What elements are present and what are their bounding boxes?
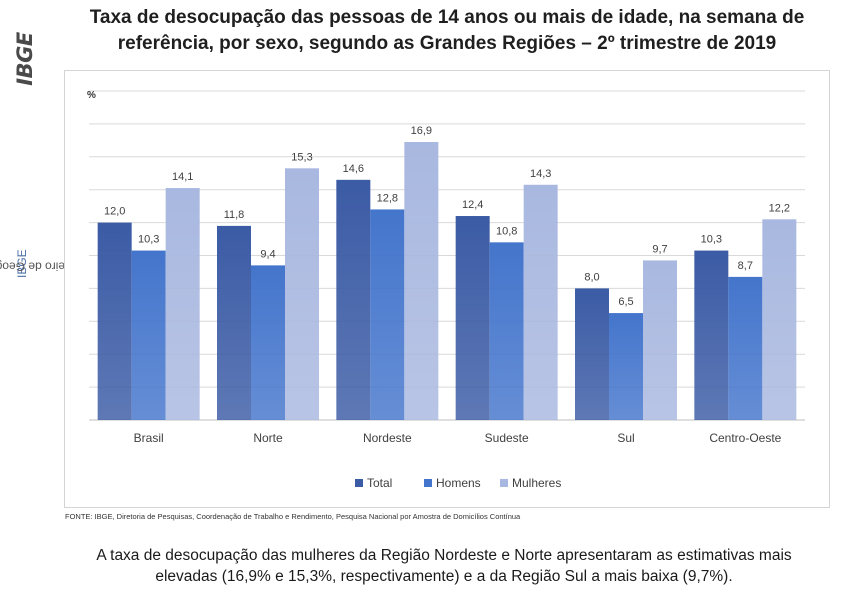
caption: A taxa de desocupação das mulheres da Re… xyxy=(44,545,844,587)
data-label: 10,3 xyxy=(701,234,722,246)
bar-homens xyxy=(728,276,763,420)
data-label: 9,4 xyxy=(260,248,275,260)
bar-total xyxy=(97,222,132,420)
bar-homens xyxy=(131,250,166,420)
data-label: 12,4 xyxy=(462,199,483,211)
page-title: Taxa de desocupação das pessoas de 14 an… xyxy=(52,5,842,57)
bar-total xyxy=(694,250,729,420)
bar-total xyxy=(575,288,609,420)
chart-area: % 12,0 10,3 14,1 Brasil 11,8 9,4 15,3 Norte 14,6 1… xyxy=(64,70,830,508)
data-label: 12,2 xyxy=(769,202,790,214)
bar-mulheres xyxy=(643,260,677,420)
legend-swatch-total xyxy=(355,479,363,487)
legend-swatch-homens xyxy=(424,479,432,487)
bar-mulheres xyxy=(762,219,797,420)
source-note: FONTE: IBGE, Diretoria de Pesquisas, Coo… xyxy=(65,512,521,521)
title-line-2: referência, por sexo, segundo as Grandes… xyxy=(117,33,777,54)
bar-mulheres xyxy=(165,188,200,420)
category-label: Centro-Oeste xyxy=(709,431,781,445)
category-label: Sul xyxy=(617,431,634,445)
category-label: Brasil xyxy=(134,431,164,445)
legend-label: Mulheres xyxy=(512,476,561,490)
legend-swatch-mulheres xyxy=(500,479,508,487)
bar-total xyxy=(455,216,490,420)
data-label: 14,3 xyxy=(530,168,551,180)
category-label: Sudeste xyxy=(485,431,529,445)
y-axis-label: % xyxy=(87,90,96,101)
legend-label: Homens xyxy=(436,476,481,490)
data-label: 10,3 xyxy=(138,234,159,246)
caption-line-1: A taxa de desocupação das mulheres da Re… xyxy=(96,547,792,564)
data-label: 8,7 xyxy=(738,260,753,272)
bar-homens xyxy=(251,265,285,420)
legend-label: Total xyxy=(367,476,392,490)
data-label: 8,0 xyxy=(584,271,599,283)
sidebar: IBGE Instituto Brasileiro de Geografia e… xyxy=(0,0,140,594)
bar-total xyxy=(336,179,371,420)
bar-chart: % 12,0 10,3 14,1 Brasil 11,8 9,4 15,3 Norte 14,6 1… xyxy=(87,90,805,490)
data-label: 11,8 xyxy=(224,209,245,221)
data-label: 16,9 xyxy=(411,125,432,137)
institute-name: Instituto Brasileiro de Geografia e Esta… xyxy=(0,126,140,408)
data-label: 12,8 xyxy=(377,192,398,204)
category-label: Nordeste xyxy=(363,431,412,445)
bar-homens xyxy=(609,313,643,420)
data-label: 10,8 xyxy=(496,225,517,237)
bar-homens xyxy=(370,209,405,420)
title-line-1: Taxa de desocupação das pessoas de 14 an… xyxy=(89,7,805,28)
bar-total xyxy=(217,225,251,420)
category-label: Norte xyxy=(253,431,283,445)
bar-mulheres xyxy=(523,184,558,420)
data-label: 12,0 xyxy=(104,206,125,218)
data-label: 14,6 xyxy=(343,163,364,175)
bar-mulheres xyxy=(285,168,319,420)
bar-mulheres xyxy=(404,141,439,420)
ibge-logo: IBGE xyxy=(6,10,44,108)
data-label: 15,3 xyxy=(291,151,312,163)
data-label: 9,7 xyxy=(652,243,667,255)
caption-line-2: elevadas (16,9% e 15,3%, respectivamente… xyxy=(155,568,733,585)
data-label: 14,1 xyxy=(172,171,193,183)
data-label: 6,5 xyxy=(618,296,633,308)
logo-text: IBGE xyxy=(13,32,37,86)
bar-homens xyxy=(489,242,524,420)
